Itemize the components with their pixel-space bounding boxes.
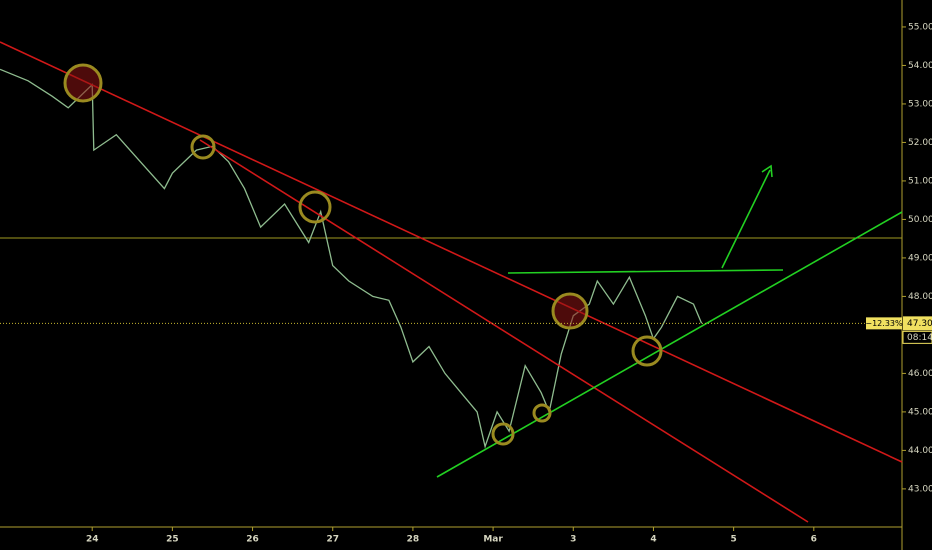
y-tick-label: 53.00 — [908, 99, 932, 109]
x-tick-label: 25 — [166, 535, 179, 545]
y-tick-label: 50.00 — [908, 215, 932, 225]
x-tick-label: 27 — [326, 535, 339, 545]
y-tick-label: 43.00 — [908, 484, 932, 494]
y-tick-label: 55.00 — [908, 22, 932, 32]
highlight-circle — [551, 292, 589, 330]
y-tick-label: 52.00 — [908, 138, 932, 148]
x-tick-label: Mar — [483, 535, 503, 545]
arrow — [721, 169, 771, 269]
countdown-label: 08:14 — [907, 333, 932, 343]
arrow-head — [761, 164, 773, 178]
x-tick-label: 6 — [811, 535, 817, 545]
countdown-badge — [902, 330, 932, 344]
highlight-circle — [63, 63, 103, 103]
resistance-line — [507, 269, 784, 274]
x-tick-label: 28 — [407, 535, 420, 545]
trend-line — [0, 41, 903, 463]
change-label: −12.33% — [865, 319, 903, 328]
y-tick-label: 51.00 — [908, 176, 932, 186]
series-layer — [0, 68, 703, 449]
y-tick-label: 46.00 — [908, 369, 932, 379]
highlight-circle — [190, 134, 216, 160]
price-line — [0, 68, 703, 449]
price-badge — [903, 316, 932, 331]
drawings — [0, 41, 903, 523]
support-line — [436, 211, 903, 478]
x-tick-label: 26 — [246, 535, 259, 545]
x-tick-label: 5 — [730, 535, 736, 545]
x-tick-label: 3 — [570, 535, 576, 545]
change-badge — [866, 317, 902, 330]
y-tick-label: 54.00 — [908, 61, 932, 71]
y-tick-label: 44.00 — [908, 446, 932, 456]
highlight-circle — [532, 403, 552, 423]
y-tick-label: 49.00 — [908, 253, 932, 263]
highlight-circle — [631, 335, 663, 367]
y-tick-label: 45.00 — [908, 407, 932, 417]
x-tick-label: 24 — [86, 535, 99, 545]
highlight-circle — [491, 422, 515, 446]
y-tick-label: 48.00 — [908, 292, 932, 302]
x-tick-label: 4 — [650, 535, 656, 545]
highlight-circle — [298, 190, 332, 224]
last-price-label: 47.30 — [907, 319, 932, 329]
